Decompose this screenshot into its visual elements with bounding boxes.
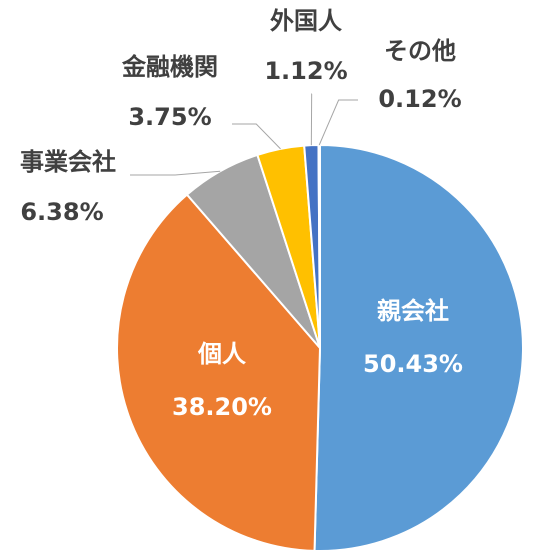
value-label: 0.12%: [378, 85, 461, 113]
leader-line: [310, 93, 313, 146]
value-label: 1.12%: [264, 57, 347, 85]
value-label: 3.75%: [128, 103, 211, 131]
category-label: 事業会社: [20, 148, 116, 176]
pie-slice: [317, 143, 321, 349]
value-label: 6.38%: [20, 198, 103, 226]
category-label: 外国人: [270, 7, 342, 35]
pie-slice: [313, 143, 524, 552]
leader-line: [232, 123, 281, 150]
category-label: その他: [384, 37, 456, 65]
category-label: 金融機関: [121, 53, 218, 81]
category-label: 親会社: [377, 297, 449, 325]
leader-line: [130, 170, 221, 176]
leader-line: [318, 99, 358, 146]
pie-slice: [116, 193, 322, 552]
value-label: 38.20%: [172, 393, 272, 421]
category-label: 個人: [197, 340, 246, 368]
value-label: 50.43%: [363, 350, 463, 378]
